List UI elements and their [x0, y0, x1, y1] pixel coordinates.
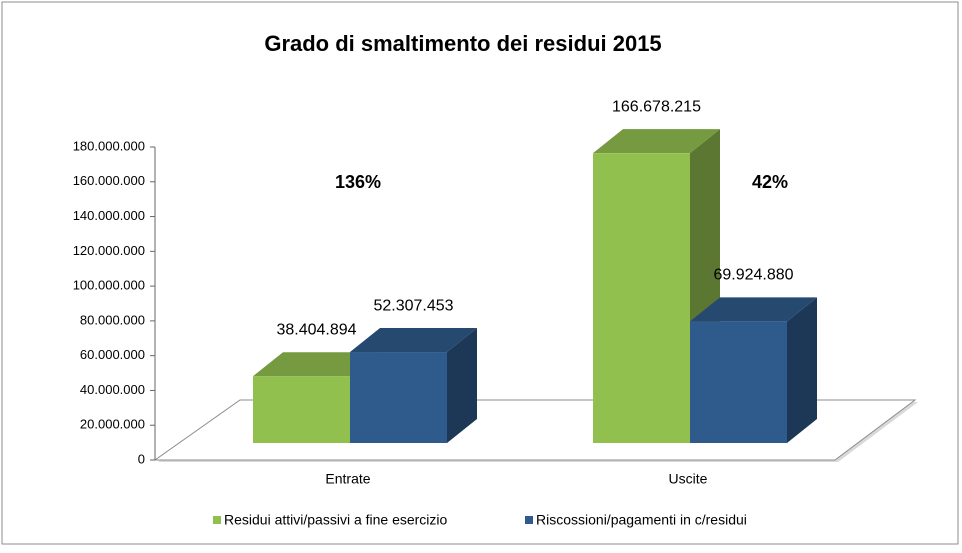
y-tick-label: 40.000.000 — [80, 382, 145, 397]
x-tick-label: Entrate — [325, 471, 370, 487]
x-tick-label: Uscite — [669, 471, 708, 487]
bar-front — [253, 376, 350, 443]
bar-front — [350, 352, 447, 443]
annotation: 136% — [335, 172, 381, 192]
bar-side — [787, 297, 817, 443]
y-tick-label: 60.000.000 — [80, 347, 145, 362]
value-label: 69.924.880 — [713, 267, 793, 284]
y-tick-label: 0 — [138, 451, 145, 466]
chart-title: Grado di smaltimento dei residui 2015 — [264, 31, 661, 56]
y-tick-label: 100.000.000 — [73, 278, 145, 293]
legend-swatch — [525, 516, 533, 524]
legend-swatch — [213, 516, 221, 524]
bar-top — [690, 297, 817, 322]
y-tick-label: 180.000.000 — [73, 138, 145, 153]
y-tick-label: 120.000.000 — [73, 243, 145, 258]
annotation: 42% — [752, 172, 788, 192]
bar-front — [690, 321, 787, 443]
value-label: 52.307.453 — [373, 297, 453, 314]
bar-top — [593, 129, 720, 154]
y-tick-label: 20.000.000 — [80, 417, 145, 432]
bar — [350, 328, 477, 443]
legend-label: Residui attivi/passivi a fine esercizio — [224, 512, 448, 528]
chart-border — [1, 1, 959, 545]
y-tick-label: 140.000.000 — [73, 208, 145, 223]
bar-top — [253, 352, 380, 377]
bar — [690, 297, 817, 443]
bar-top — [350, 328, 477, 353]
value-label: 38.404.894 — [276, 321, 356, 338]
y-tick-label: 80.000.000 — [80, 312, 145, 327]
y-tick-label: 160.000.000 — [73, 173, 145, 188]
legend-label: Riscossioni/pagamenti in c/residui — [536, 512, 747, 528]
bar-side — [447, 328, 477, 443]
bar-front — [593, 153, 690, 443]
value-label: 166.678.215 — [612, 98, 701, 115]
